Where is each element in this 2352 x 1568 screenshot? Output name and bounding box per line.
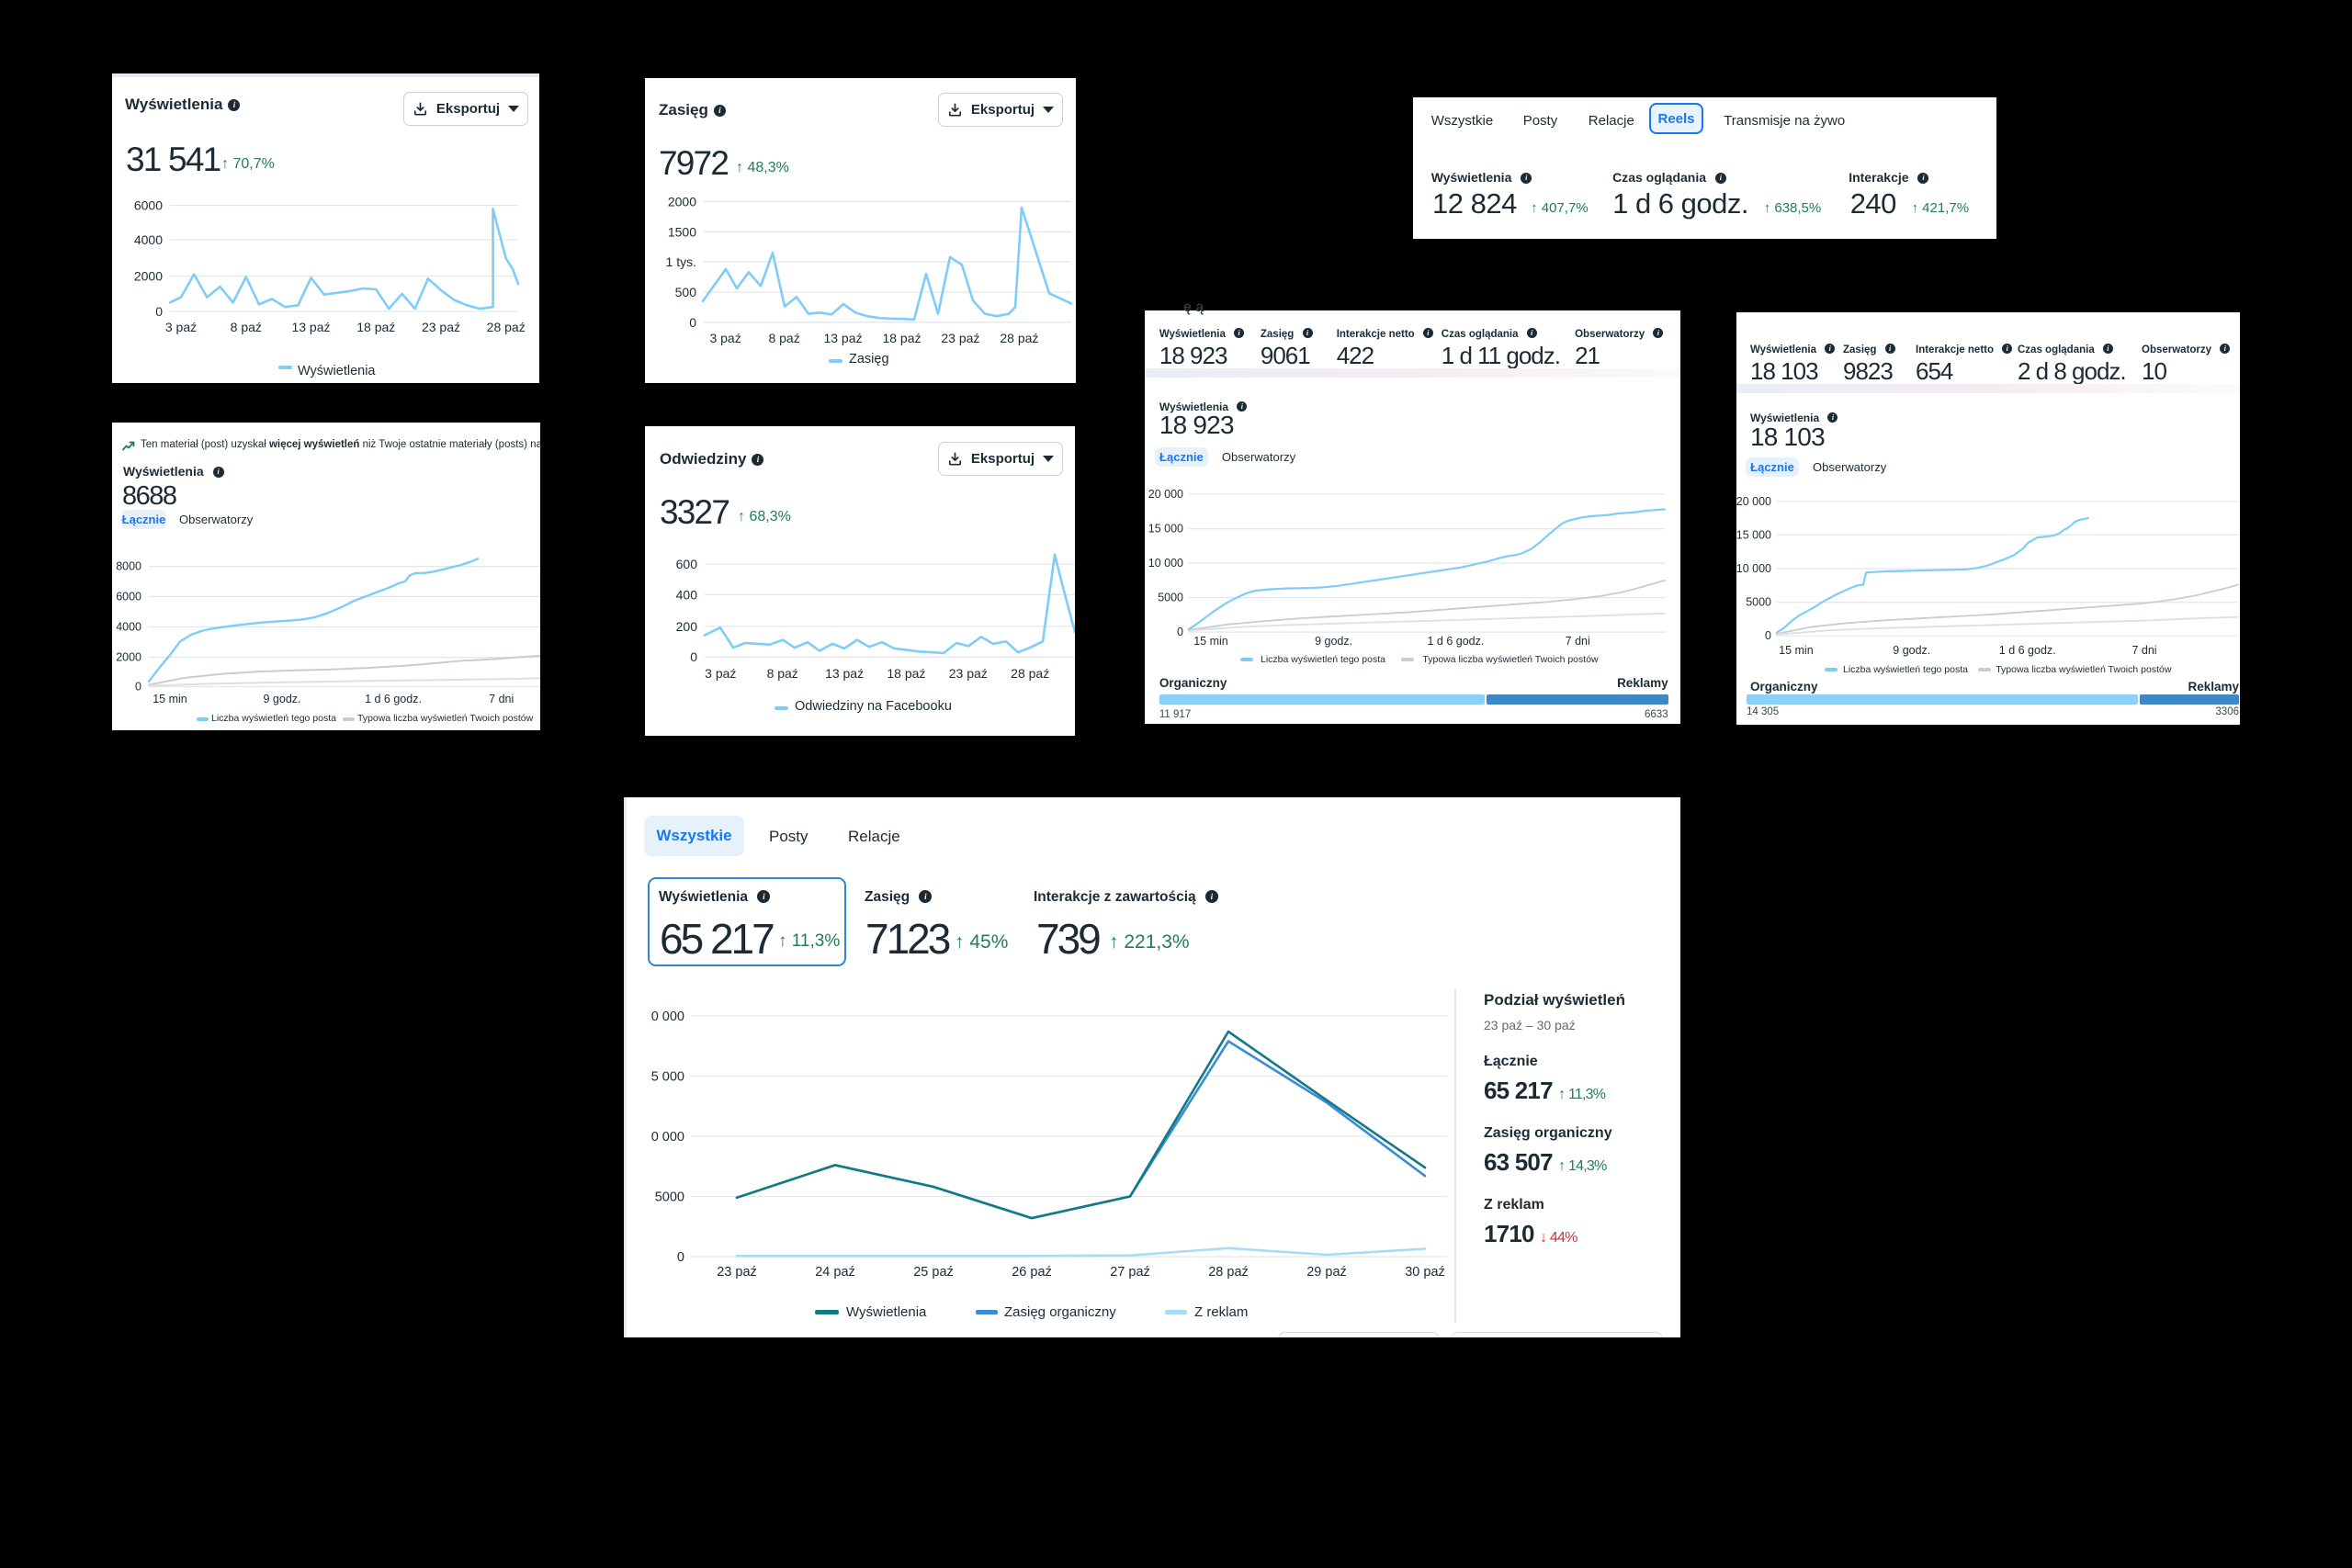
svg-text:10 000: 10 000 xyxy=(1148,557,1183,570)
svg-text:28 paź: 28 paź xyxy=(1011,666,1049,681)
svg-text:1500: 1500 xyxy=(668,224,696,239)
svg-text:5 000: 5 000 xyxy=(651,1070,684,1085)
svg-text:0: 0 xyxy=(689,315,696,330)
svg-text:2000: 2000 xyxy=(116,651,141,664)
svg-text:15 000: 15 000 xyxy=(1736,528,1771,541)
svg-text:7 dni: 7 dni xyxy=(489,693,514,705)
svg-text:3 paź: 3 paź xyxy=(165,320,197,334)
svg-text:1 d 6 godz.: 1 d 6 godz. xyxy=(1427,635,1484,648)
svg-text:0: 0 xyxy=(155,304,163,319)
svg-text:400: 400 xyxy=(676,587,698,602)
svg-text:5000: 5000 xyxy=(1158,592,1183,604)
svg-text:3 paź: 3 paź xyxy=(705,666,736,681)
svg-text:5000: 5000 xyxy=(655,1190,684,1205)
svg-text:4000: 4000 xyxy=(134,232,163,247)
svg-text:3 paź: 3 paź xyxy=(709,331,741,345)
svg-text:15 min: 15 min xyxy=(153,693,187,705)
svg-text:0: 0 xyxy=(1765,629,1771,642)
svg-text:0: 0 xyxy=(677,1250,684,1265)
svg-text:2000: 2000 xyxy=(668,194,696,209)
svg-text:1 d 6 godz.: 1 d 6 godz. xyxy=(1999,644,2056,657)
svg-text:0: 0 xyxy=(690,649,697,664)
svg-text:13 paź: 13 paź xyxy=(291,320,330,334)
svg-text:23 paź: 23 paź xyxy=(941,331,979,345)
svg-text:18 paź: 18 paź xyxy=(356,320,395,334)
svg-text:15 000: 15 000 xyxy=(1148,523,1183,536)
svg-text:8 paź: 8 paź xyxy=(231,320,262,334)
svg-text:24 paź: 24 paź xyxy=(815,1265,855,1280)
svg-text:13 paź: 13 paź xyxy=(825,666,864,681)
svg-text:23 paź: 23 paź xyxy=(422,320,460,334)
svg-text:15 min: 15 min xyxy=(1193,635,1228,648)
svg-text:23 paź: 23 paź xyxy=(949,666,988,681)
svg-text:9 godz.: 9 godz. xyxy=(1315,635,1352,648)
svg-text:30 paź: 30 paź xyxy=(1405,1265,1445,1280)
svg-text:20 000: 20 000 xyxy=(1148,488,1183,501)
svg-text:0: 0 xyxy=(1177,626,1183,638)
svg-text:13 paź: 13 paź xyxy=(823,331,862,345)
svg-text:6000: 6000 xyxy=(134,198,163,213)
svg-text:29 paź: 29 paź xyxy=(1306,1265,1347,1280)
svg-text:200: 200 xyxy=(676,619,698,634)
svg-text:500: 500 xyxy=(675,285,697,299)
svg-text:2000: 2000 xyxy=(134,269,163,284)
svg-text:10 000: 10 000 xyxy=(1736,562,1771,575)
svg-text:28 paź: 28 paź xyxy=(487,320,526,334)
svg-text:0 000: 0 000 xyxy=(651,1130,684,1145)
svg-text:5000: 5000 xyxy=(1746,596,1771,609)
svg-text:7 dni: 7 dni xyxy=(1566,635,1590,648)
svg-text:1 d 6 godz.: 1 d 6 godz. xyxy=(365,693,422,705)
svg-text:8000: 8000 xyxy=(116,560,141,573)
svg-text:8 paź: 8 paź xyxy=(768,331,799,345)
svg-text:0: 0 xyxy=(135,681,141,694)
svg-text:6000: 6000 xyxy=(116,590,141,603)
svg-text:18 paź: 18 paź xyxy=(887,666,925,681)
svg-text:18 paź: 18 paź xyxy=(882,331,921,345)
svg-text:23 paź: 23 paź xyxy=(717,1265,757,1280)
svg-text:27 paź: 27 paź xyxy=(1110,1265,1150,1280)
svg-text:0 000: 0 000 xyxy=(651,1010,684,1024)
svg-text:25 paź: 25 paź xyxy=(913,1265,954,1280)
svg-text:8 paź: 8 paź xyxy=(767,666,798,681)
svg-text:9 godz.: 9 godz. xyxy=(263,693,300,705)
svg-text:1 tys.: 1 tys. xyxy=(666,254,696,269)
svg-text:15 min: 15 min xyxy=(1779,644,1814,657)
svg-text:9 godz.: 9 godz. xyxy=(1893,644,1930,657)
svg-text:4000: 4000 xyxy=(116,621,141,634)
svg-text:600: 600 xyxy=(676,557,698,571)
svg-text:26 paź: 26 paź xyxy=(1012,1265,1052,1280)
svg-text:20 000: 20 000 xyxy=(1736,495,1771,508)
svg-text:28 paź: 28 paź xyxy=(1000,331,1038,345)
svg-text:28 paź: 28 paź xyxy=(1208,1265,1249,1280)
svg-text:7 dni: 7 dni xyxy=(2132,644,2156,657)
